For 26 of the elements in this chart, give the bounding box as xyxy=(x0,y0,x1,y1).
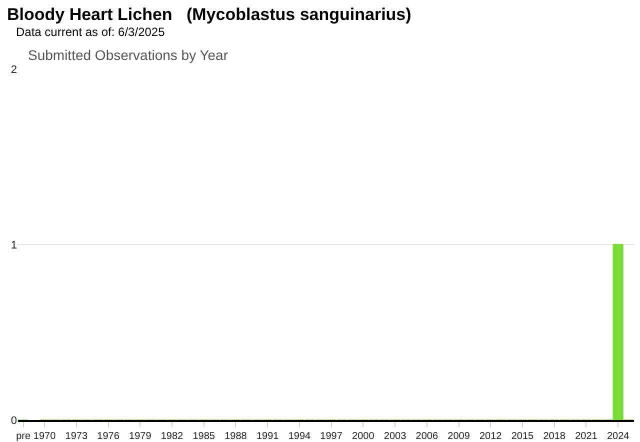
x-tick-label: 2015 xyxy=(511,431,534,442)
x-tick-label: 1973 xyxy=(65,431,88,442)
x-tick-label: 2021 xyxy=(575,431,598,442)
chart-title: Bloody Heart Lichen (Mycoblastus sanguinarius) xyxy=(7,5,412,25)
x-tick-label: 2006 xyxy=(416,431,438,442)
x-tick-label: 1979 xyxy=(129,431,152,442)
chart-subtitle: Data current as of: 6/3/2025 xyxy=(16,25,165,39)
x-tick-label: 2009 xyxy=(448,431,470,442)
x-tick-label: 1970 xyxy=(33,431,56,442)
x-tick-label: 2003 xyxy=(384,431,407,442)
x-tick-label: 2018 xyxy=(543,431,566,442)
x-tick-label: pre xyxy=(16,431,31,442)
y-tick-label: 1 xyxy=(10,239,17,252)
x-tick-label: 2024 xyxy=(606,431,630,442)
x-tick-label: 1988 xyxy=(224,431,248,442)
y-tick-label: 2 xyxy=(10,64,17,76)
y-tick-label: 0 xyxy=(10,414,17,427)
text: Submitted Observations by Year xyxy=(28,47,228,63)
x-tick-label: 2000 xyxy=(352,431,375,442)
x-tick-label: 1976 xyxy=(97,431,120,442)
x-tick-label: 1994 xyxy=(288,431,312,442)
x-tick-label: 1982 xyxy=(160,431,184,442)
x-tick-label: 1985 xyxy=(192,431,216,442)
x-tick-label: 1997 xyxy=(320,431,343,442)
x-tick-label: 1991 xyxy=(256,431,280,442)
x-tick-label: 2012 xyxy=(479,431,502,442)
